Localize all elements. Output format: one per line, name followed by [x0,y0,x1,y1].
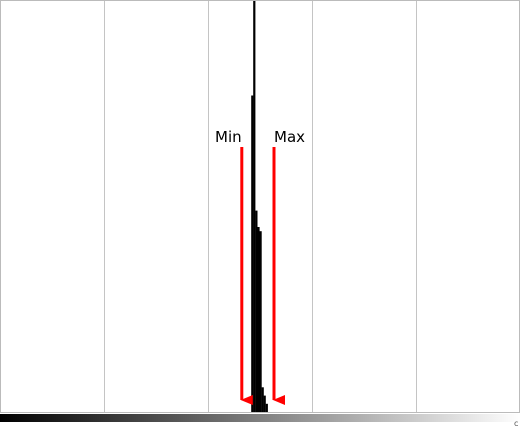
min-marker-label: Min [215,128,242,146]
grid-lines [104,1,417,412]
grayscale-gradient-bar [0,414,521,422]
histogram-bar [251,95,254,412]
histogram-bar [259,231,262,412]
histogram-bar [255,210,258,412]
histogram-bar [253,1,256,412]
histogram-bar [257,227,260,412]
histogram-bars [251,1,268,412]
histogram-bar [261,387,264,412]
max-marker-label: Max [274,128,306,146]
histogram-bar [263,395,266,412]
histogram-bar [265,403,268,412]
plot-border [0,0,520,413]
gradient-end-tick: c [514,419,519,428]
